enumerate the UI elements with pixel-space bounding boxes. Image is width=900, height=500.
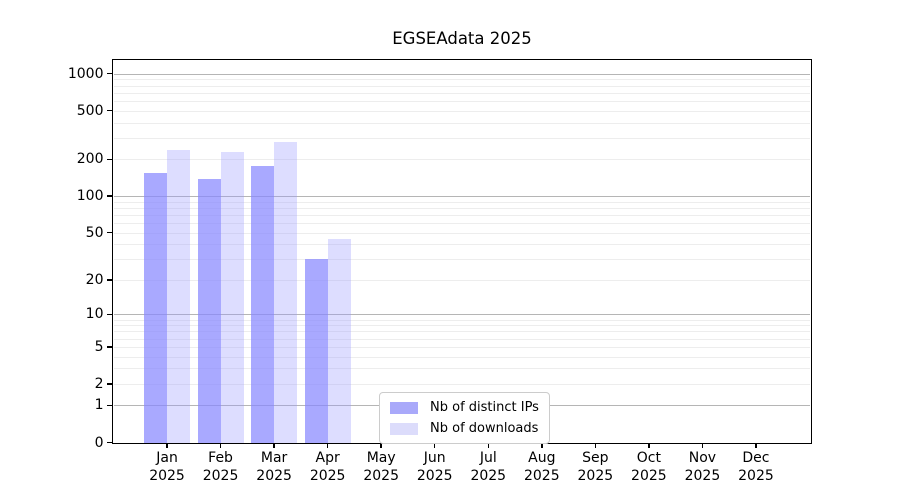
x-tick-mar xyxy=(273,442,275,448)
bar-nb-of-distinct-ips-jan xyxy=(144,173,168,443)
x-tick-oct xyxy=(648,442,650,448)
x-tick-jun xyxy=(433,442,436,448)
minor-gridline-700 xyxy=(113,92,810,94)
legend-label-downloads: Nb of downloads xyxy=(430,421,539,436)
x-tick-sep xyxy=(594,442,597,448)
legend-label-distinct-ips: Nb of distinct IPs xyxy=(430,400,539,415)
y-tick-label-1: 1 xyxy=(94,397,104,414)
x-tick-may xyxy=(380,442,382,448)
x-tick-apr xyxy=(326,442,329,448)
y-tick-label-5: 5 xyxy=(94,338,104,355)
minor-gridline-300 xyxy=(113,137,810,139)
minor-gridline-30 xyxy=(113,259,810,261)
x-tick-jul xyxy=(487,442,490,448)
minor-gridline-20 xyxy=(113,279,810,281)
bar-nb-of-distinct-ips-apr xyxy=(304,259,328,443)
y-tick-1 xyxy=(106,404,113,407)
x-tick-label-oct: Oct 2025 xyxy=(631,450,667,484)
y-tick-50 xyxy=(106,231,113,234)
bar-nb-of-distinct-ips-mar xyxy=(251,166,275,443)
minor-gridline-2 xyxy=(113,383,810,385)
minor-gridline-40 xyxy=(113,244,810,246)
x-tick-dec xyxy=(755,442,757,448)
y-tick-1000 xyxy=(106,72,113,75)
x-tick-aug xyxy=(541,442,543,448)
legend-item-downloads: Nb of downloads xyxy=(390,421,539,436)
y-tick-label-500: 500 xyxy=(76,102,104,119)
minor-gridline-6 xyxy=(113,338,810,340)
legend: Nb of distinct IPs Nb of downloads xyxy=(379,392,550,444)
major-gridline-100 xyxy=(113,196,810,198)
x-tick-label-sep: Sep 2025 xyxy=(577,450,614,484)
x-tick-label-dec: Dec 2025 xyxy=(738,450,774,484)
minor-gridline-80 xyxy=(113,207,810,209)
legend-swatch-downloads xyxy=(390,422,418,435)
minor-gridline-800 xyxy=(113,85,810,87)
minor-gridline-8 xyxy=(113,325,810,327)
y-tick-10 xyxy=(106,313,113,316)
y-tick-label-1000: 1000 xyxy=(67,65,104,82)
minor-gridline-200 xyxy=(113,159,810,161)
y-tick-label-0: 0 xyxy=(94,434,104,451)
bar-nb-of-downloads-jan xyxy=(167,149,191,443)
y-tick-20 xyxy=(106,279,113,281)
y-tick-label-2: 2 xyxy=(94,375,104,392)
x-tick-label-jul: Jul 2025 xyxy=(470,450,507,484)
legend-swatch-distinct-ips xyxy=(390,401,418,414)
x-tick-jan xyxy=(166,442,168,448)
y-tick-0 xyxy=(106,441,113,444)
legend-item-distinct-ips: Nb of distinct IPs xyxy=(390,400,539,415)
minor-gridline-3 xyxy=(113,368,810,370)
bar-nb-of-downloads-apr xyxy=(327,239,351,443)
y-tick-label-200: 200 xyxy=(76,151,104,168)
x-tick-label-nov: Nov 2025 xyxy=(684,450,721,484)
y-tick-500 xyxy=(106,109,113,112)
major-gridline-10 xyxy=(113,314,810,316)
minor-gridline-900 xyxy=(113,79,810,81)
minor-gridline-9 xyxy=(113,319,810,321)
major-gridline-1000 xyxy=(113,73,810,75)
y-tick-label-10: 10 xyxy=(85,306,104,323)
x-tick-label-apr: Apr 2025 xyxy=(309,450,346,484)
minor-gridline-4 xyxy=(113,356,810,358)
y-tick-100 xyxy=(106,195,113,197)
bar-nb-of-downloads-feb xyxy=(220,151,244,443)
x-tick-nov xyxy=(701,442,704,448)
x-tick-label-aug: Aug 2025 xyxy=(523,450,560,484)
y-tick-5 xyxy=(106,346,113,348)
x-tick-label-may: May 2025 xyxy=(363,450,399,484)
minor-gridline-400 xyxy=(113,122,810,124)
minor-gridline-70 xyxy=(113,214,810,216)
minor-gridline-5 xyxy=(113,346,810,348)
minor-gridline-500 xyxy=(113,110,810,112)
x-tick-label-mar: Mar 2025 xyxy=(256,450,292,484)
minor-gridline-50 xyxy=(113,232,810,234)
bar-nb-of-distinct-ips-feb xyxy=(197,179,221,443)
plot-area xyxy=(113,61,810,443)
x-tick-label-jun: Jun 2025 xyxy=(416,450,453,484)
y-tick-label-20: 20 xyxy=(85,271,104,288)
x-tick-label-feb: Feb 2025 xyxy=(202,450,239,484)
y-tick-label-50: 50 xyxy=(85,224,104,241)
minor-gridline-7 xyxy=(113,331,810,333)
y-tick-label-100: 100 xyxy=(76,188,104,205)
minor-gridline-90 xyxy=(113,201,810,203)
bar-nb-of-downloads-mar xyxy=(274,141,298,443)
y-tick-200 xyxy=(106,158,113,161)
x-tick-feb xyxy=(219,442,222,448)
minor-gridline-60 xyxy=(113,223,810,225)
x-tick-label-jan: Jan 2025 xyxy=(149,450,185,484)
chart-title: EGSEAdata 2025 xyxy=(392,29,532,48)
minor-gridline-600 xyxy=(113,100,810,102)
y-tick-2 xyxy=(106,383,113,385)
